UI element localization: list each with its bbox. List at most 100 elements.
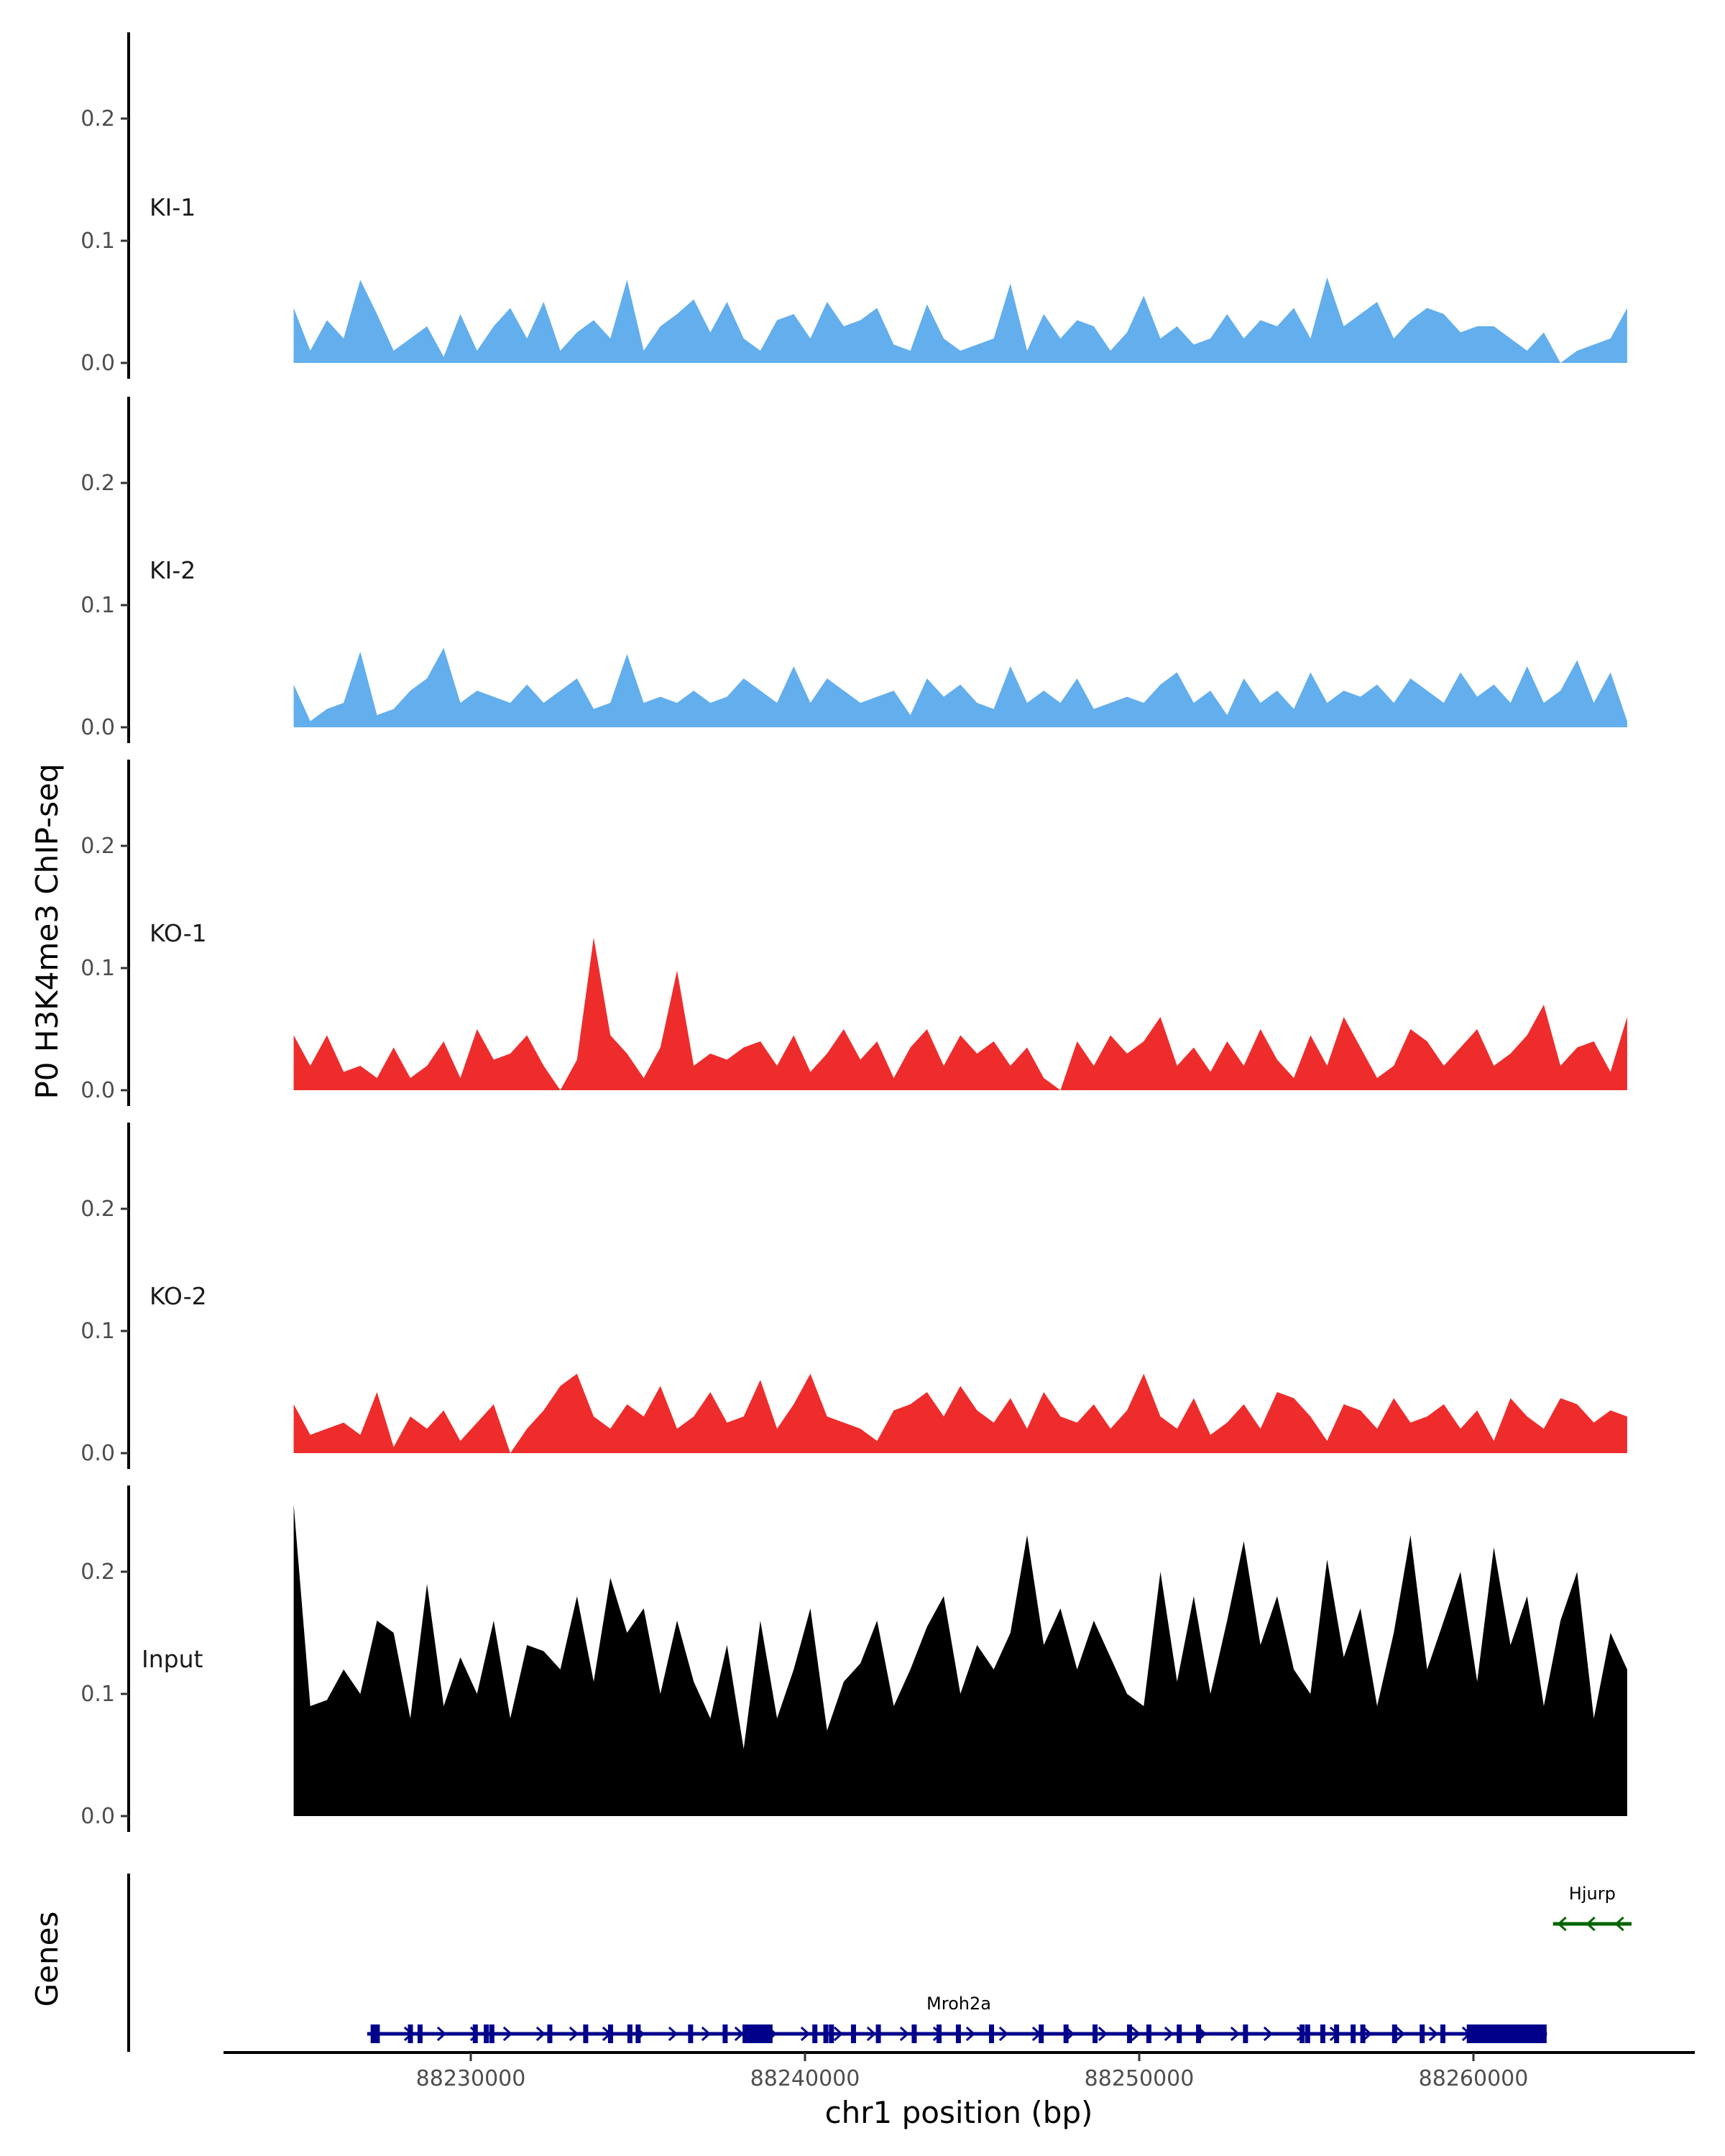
exon xyxy=(374,2024,380,2043)
exon xyxy=(1305,2024,1310,2043)
x-axis: 88230000 88240000 88250000 88260000 xyxy=(224,2051,1695,2091)
y-tick-label: 0.2 xyxy=(80,106,115,132)
exon xyxy=(1092,2024,1098,2043)
exon xyxy=(823,2024,829,2043)
exon xyxy=(1127,2024,1133,2043)
x-tick-label: 88260000 xyxy=(1419,2066,1529,2091)
y-tick-label: 0.2 xyxy=(80,834,115,859)
strand-arrow-right-icon xyxy=(800,2026,811,2042)
strand-arrow-right-icon xyxy=(1263,2026,1274,2042)
strand-arrow-right-icon xyxy=(1395,2026,1406,2042)
signal-area-ko-2 xyxy=(293,1373,1627,1453)
exon xyxy=(583,2024,589,2043)
exon xyxy=(489,2024,494,2043)
exon xyxy=(417,2024,423,2043)
y-tick-label: 0.1 xyxy=(80,229,115,254)
exon xyxy=(911,2024,917,2043)
exon xyxy=(1351,2024,1356,2043)
strand-arrow-right-icon xyxy=(899,2026,910,2042)
exon xyxy=(829,2024,834,2043)
exon xyxy=(547,2024,553,2043)
gene-label: Mroh2a xyxy=(926,1994,991,2014)
strand-arrow-right-icon xyxy=(1098,2026,1108,2042)
exon-block xyxy=(742,2024,773,2043)
exon xyxy=(607,2024,613,2043)
y-tick-label: 0.1 xyxy=(80,956,115,981)
y-tick-label: 0.1 xyxy=(80,593,115,618)
track-ko-1: 0.0 0.1 0.2 KO-1 xyxy=(80,760,1627,1106)
x-axis-title: chr1 position (bp) xyxy=(825,2095,1093,2130)
y-tick-label: 0.0 xyxy=(80,1804,115,1829)
exon xyxy=(850,2024,856,2043)
exon xyxy=(1440,2024,1445,2043)
strand-arrow-right-icon xyxy=(436,2026,447,2042)
strand-arrow-right-icon xyxy=(866,2026,877,2042)
track-label: Input xyxy=(142,1645,203,1673)
strand-arrow-right-icon xyxy=(998,2026,1009,2042)
x-tick-label: 88240000 xyxy=(750,2066,860,2091)
exon xyxy=(812,2024,818,2043)
y-tick-label: 0.0 xyxy=(80,351,115,376)
track-input: 0.0 0.1 0.2 Input xyxy=(80,1485,1627,1832)
y-tick-label: 0.2 xyxy=(80,471,115,496)
y-tick-label: 0.0 xyxy=(80,715,115,740)
track-label: KI-2 xyxy=(150,556,196,584)
exon xyxy=(1300,2024,1305,2043)
y-tick-label: 0.1 xyxy=(80,1319,115,1344)
exon xyxy=(1196,2024,1202,2043)
strand-arrow-right-icon xyxy=(734,2026,745,2042)
strand-arrow-right-icon xyxy=(965,2026,976,2042)
track-ko-2: 0.0 0.1 0.2 KO-2 xyxy=(80,1123,1627,1469)
exon xyxy=(688,2024,694,2043)
strand-arrow-right-icon xyxy=(1362,2026,1373,2042)
signal-area-ko-1 xyxy=(293,937,1627,1090)
strand-arrow-left-icon xyxy=(1614,1916,1624,1932)
strand-arrow-right-icon xyxy=(668,2026,678,2042)
strand-arrow-right-icon xyxy=(535,2026,546,2042)
exon xyxy=(1063,2024,1069,2043)
exon xyxy=(370,2024,376,2043)
y-tick-label: 0.0 xyxy=(80,1078,115,1103)
exon xyxy=(875,2024,881,2043)
exon xyxy=(1392,2024,1397,2043)
exon xyxy=(1039,2024,1044,2043)
signal-area-input xyxy=(293,1504,1627,1816)
strand-arrow-right-icon xyxy=(1428,2026,1439,2042)
y-tick-label: 0.1 xyxy=(80,1682,115,1707)
exon xyxy=(1320,2024,1325,2043)
strand-arrow-right-icon xyxy=(1164,2026,1174,2042)
exon xyxy=(408,2024,413,2043)
exon-block xyxy=(1466,2024,1547,2043)
exon xyxy=(1243,2024,1248,2043)
track-ki-1: 0.0 0.1 0.2 KI-1 xyxy=(80,32,1627,379)
strand-arrow-right-icon xyxy=(569,2026,579,2042)
x-tick-label: 88250000 xyxy=(1085,2066,1195,2091)
strand-arrow-right-icon xyxy=(502,2026,513,2042)
exon xyxy=(955,2024,961,2043)
track-ki-2: 0.0 0.1 0.2 KI-2 xyxy=(80,397,1627,743)
y-axis-title: P0 H3K4me3 ChIP-seq xyxy=(29,763,65,1099)
exon xyxy=(472,2024,478,2043)
strand-arrow-right-icon xyxy=(1131,2026,1141,2042)
gene-label: Hjurp xyxy=(1569,1884,1616,1904)
x-tick-label: 88230000 xyxy=(416,2066,526,2091)
strand-arrow-left-icon xyxy=(1586,1916,1596,1932)
y-tick-label: 0.2 xyxy=(80,1197,115,1222)
gene-hjurp: Hjurp xyxy=(1552,1884,1632,1932)
signal-area-ki-2 xyxy=(293,648,1627,727)
gene-track: Mroh2a Hjurp xyxy=(127,1874,1632,2052)
exon xyxy=(627,2024,632,2043)
y-tick-label: 0.0 xyxy=(80,1441,115,1466)
track-label: KI-1 xyxy=(150,193,196,221)
exon xyxy=(635,2024,641,2043)
tracks: 0.00.10.2KI-10.00.10.2KI-20.00.10.2KO-10… xyxy=(80,32,1627,1832)
exon xyxy=(1146,2024,1151,2043)
exon xyxy=(1334,2024,1340,2043)
genes-axis-title: Genes xyxy=(29,1912,65,2007)
strand-arrow-right-icon xyxy=(701,2026,712,2042)
track-label: KO-1 xyxy=(150,919,207,947)
gene-mroh2a: Mroh2a xyxy=(367,1994,1547,2043)
track-label: KO-2 xyxy=(150,1282,207,1310)
y-tick-label: 0.2 xyxy=(80,1560,115,1585)
